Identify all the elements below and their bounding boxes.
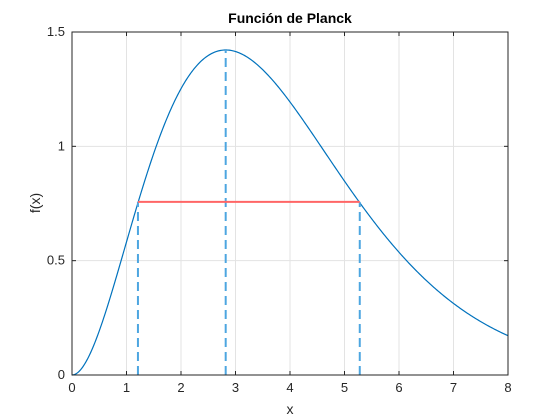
y-tick-label: 1.5 (47, 24, 65, 39)
x-tick-label: 1 (123, 380, 130, 395)
x-tick-label: 7 (450, 380, 457, 395)
ticks: 0 1 2 3 4 5 6 7 8 0 0.5 1 1.5 (47, 24, 512, 395)
chart-title: Función de Planck (228, 10, 352, 26)
x-axis-label: x (287, 401, 294, 417)
y-tick-label: 1 (58, 138, 65, 153)
marks (71, 49, 509, 376)
x-tick-label: 2 (177, 380, 184, 395)
x-tick-label: 3 (232, 380, 239, 395)
y-axis-label: f(x) (27, 193, 43, 213)
x-tick-label: 5 (341, 380, 348, 395)
grid (72, 32, 508, 375)
x-tick-label: 6 (395, 380, 402, 395)
x-tick-label: 4 (286, 380, 293, 395)
y-tick-label: 0 (58, 367, 65, 382)
planck-curve (71, 49, 509, 376)
x-tick-label: 0 (68, 380, 75, 395)
x-tick-label: 8 (504, 380, 511, 395)
y-tick-label: 0.5 (47, 253, 65, 268)
